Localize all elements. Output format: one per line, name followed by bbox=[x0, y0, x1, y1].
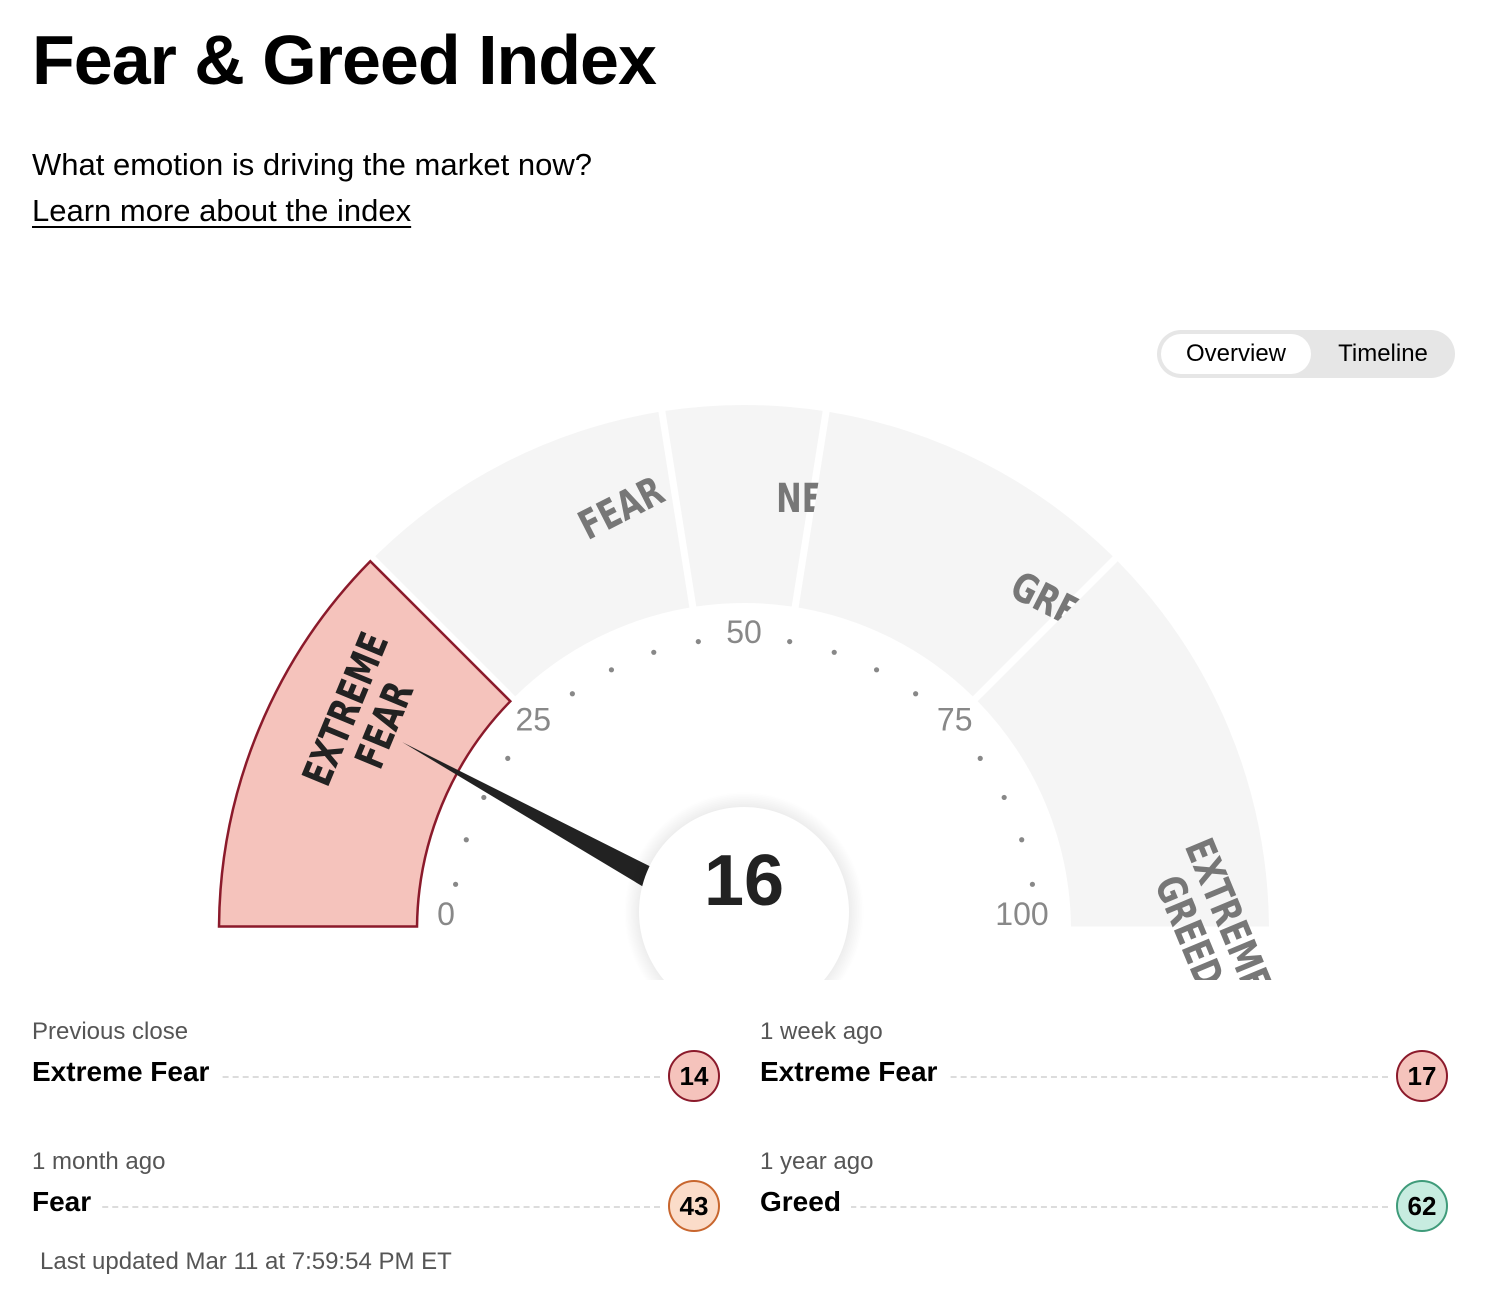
history-value-badge: 62 bbox=[1396, 1180, 1448, 1232]
scale-tick bbox=[1019, 837, 1025, 843]
last-updated: Last updated Mar 11 at 7:59:54 PM ET bbox=[40, 1248, 452, 1275]
gauge-segment-extreme-greed bbox=[977, 561, 1269, 927]
scale-tick bbox=[831, 649, 837, 655]
history-previous-close: Previous close Extreme Fear 14 bbox=[32, 1018, 720, 1128]
gauge-segment-extreme-fear bbox=[217, 559, 513, 928]
scale-label-100: 100 bbox=[995, 896, 1048, 932]
gauge-segment-greed bbox=[798, 412, 1113, 697]
scale-tick bbox=[695, 638, 701, 645]
history-1-month-ago: 1 month ago Fear 43 bbox=[32, 1148, 720, 1258]
scale-tick bbox=[787, 638, 793, 645]
scale-tick bbox=[873, 667, 880, 673]
scale-tick bbox=[1001, 794, 1007, 801]
scale-tick bbox=[608, 667, 615, 673]
scale-tick bbox=[463, 837, 469, 843]
scale-label-50: 50 bbox=[726, 614, 762, 650]
page-title: Fear & Greed Index bbox=[32, 21, 657, 99]
history-label: 1 week ago bbox=[760, 1018, 883, 1045]
scale-tick bbox=[913, 691, 919, 697]
history-label: Previous close bbox=[32, 1018, 189, 1045]
page-subtitle: What emotion is driving the market now? bbox=[32, 147, 592, 182]
history-value-badge: 17 bbox=[1396, 1050, 1448, 1102]
leader-dots bbox=[760, 1076, 1388, 1078]
scale-label-75: 75 bbox=[937, 701, 973, 737]
history-value-badge: 14 bbox=[668, 1050, 720, 1102]
scale-tick bbox=[569, 691, 575, 697]
history-1-week-ago: 1 week ago Extreme Fear 17 bbox=[760, 1018, 1448, 1128]
scale-label-25: 25 bbox=[515, 701, 551, 737]
view-toggle: Overview Timeline bbox=[1157, 330, 1455, 378]
scale-label-0: 0 bbox=[437, 896, 455, 932]
history-rating: Extreme Fear bbox=[760, 1055, 948, 1089]
history-label: 1 year ago bbox=[760, 1148, 874, 1175]
tab-overview[interactable]: Overview bbox=[1161, 334, 1311, 374]
history-label: 1 month ago bbox=[32, 1148, 166, 1175]
scale-tick bbox=[1029, 881, 1036, 887]
fear-greed-gauge: EXTREMEFEARFEARNEUTRALGREEDEXTREMEGREED … bbox=[217, 405, 1280, 980]
history-rating: Greed bbox=[760, 1185, 851, 1219]
scale-tick bbox=[481, 794, 487, 801]
history-rating: Fear bbox=[32, 1185, 102, 1219]
gauge-needle bbox=[402, 742, 662, 892]
gauge-segment-neutral bbox=[665, 405, 823, 607]
current-value: 16 bbox=[704, 841, 784, 921]
scale-tick bbox=[651, 649, 657, 655]
tab-timeline[interactable]: Timeline bbox=[1338, 340, 1428, 367]
leader-dots bbox=[32, 1206, 660, 1208]
history-1-year-ago: 1 year ago Greed 62 bbox=[760, 1148, 1448, 1258]
leader-dots bbox=[760, 1206, 1388, 1208]
leader-dots bbox=[32, 1076, 660, 1078]
learn-more-link[interactable]: Learn more about the index bbox=[32, 193, 412, 228]
history-value-badge: 43 bbox=[668, 1180, 720, 1232]
history-rating: Extreme Fear bbox=[32, 1055, 220, 1089]
scale-tick bbox=[505, 755, 511, 761]
value-disc bbox=[639, 807, 849, 980]
scale-tick bbox=[977, 755, 983, 761]
scale-tick bbox=[452, 881, 459, 887]
gauge-segment-fear bbox=[375, 412, 690, 697]
